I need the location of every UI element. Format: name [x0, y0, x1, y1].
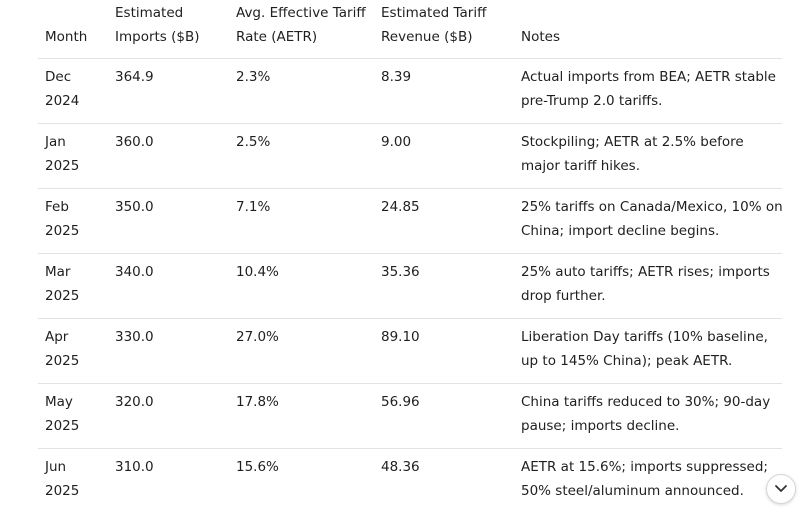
revenue-header: Estimated Tariff Revenue ($B) [381, 5, 487, 45]
notes-cell: Liberation Day tariffs (10% baseline, up… [521, 329, 768, 369]
month-cell: Dec 2024 [45, 69, 80, 109]
scroll-down-button[interactable] [766, 474, 796, 504]
notes-cell: 25% tariffs on Canada/Mexico, 10% on Chi… [521, 199, 783, 239]
notes-cell: 25% auto tariffs; AETR rises; imports dr… [521, 264, 770, 304]
aetr-cell: 7.1% [236, 199, 271, 215]
chevron-icon [775, 485, 787, 492]
revenue-cell: 8.39 [381, 69, 412, 85]
aetr-cell: 27.0% [236, 329, 279, 345]
revenue-cell: 24.85 [381, 199, 420, 215]
aetr-cell: 17.8% [236, 394, 279, 410]
revenue-cell: 56.96 [381, 394, 420, 410]
notes-header: Notes [521, 29, 560, 45]
row-divider [38, 318, 782, 319]
imports-cell: 320.0 [115, 394, 154, 410]
month-header: Month [45, 29, 88, 45]
aetr-header: Avg. Effective Tariff Rate (AETR) [236, 5, 366, 45]
aetr-cell: 10.4% [236, 264, 279, 280]
revenue-cell: 89.10 [381, 329, 420, 345]
imports-cell: 340.0 [115, 264, 154, 280]
header-divider [38, 58, 782, 59]
aetr-cell: 15.6% [236, 459, 279, 475]
row-divider [38, 448, 782, 449]
month-cell: Jun 2025 [45, 459, 80, 499]
imports-header: Estimated Imports ($B) [115, 5, 200, 45]
month-cell: Jan 2025 [45, 134, 80, 174]
imports-cell: 330.0 [115, 329, 154, 345]
revenue-cell: 9.00 [381, 134, 412, 150]
month-cell: Apr 2025 [45, 329, 80, 369]
row-divider [38, 123, 782, 124]
notes-cell: Stockpiling; AETR at 2.5% before major t… [521, 134, 744, 174]
notes-cell: AETR at 15.6%; imports suppressed; 50% s… [521, 459, 768, 499]
chevron [775, 485, 787, 492]
notes-cell: Actual imports from BEA; AETR stable pre… [521, 69, 776, 109]
row-divider [38, 253, 782, 254]
month-cell: Mar 2025 [45, 264, 80, 304]
month-cell: Feb 2025 [45, 199, 80, 239]
row-divider [38, 188, 782, 189]
imports-cell: 360.0 [115, 134, 154, 150]
notes-cell: China tariffs reduced to 30%; 90-day pau… [521, 394, 771, 434]
row-divider [38, 383, 782, 384]
month-cell: May 2025 [45, 394, 80, 434]
imports-cell: 350.0 [115, 199, 154, 215]
imports-cell: 310.0 [115, 459, 154, 475]
imports-cell: 364.9 [115, 69, 154, 85]
revenue-cell: 48.36 [381, 459, 420, 475]
aetr-cell: 2.3% [236, 69, 271, 85]
aetr-cell: 2.5% [236, 134, 271, 150]
revenue-cell: 35.36 [381, 264, 420, 280]
